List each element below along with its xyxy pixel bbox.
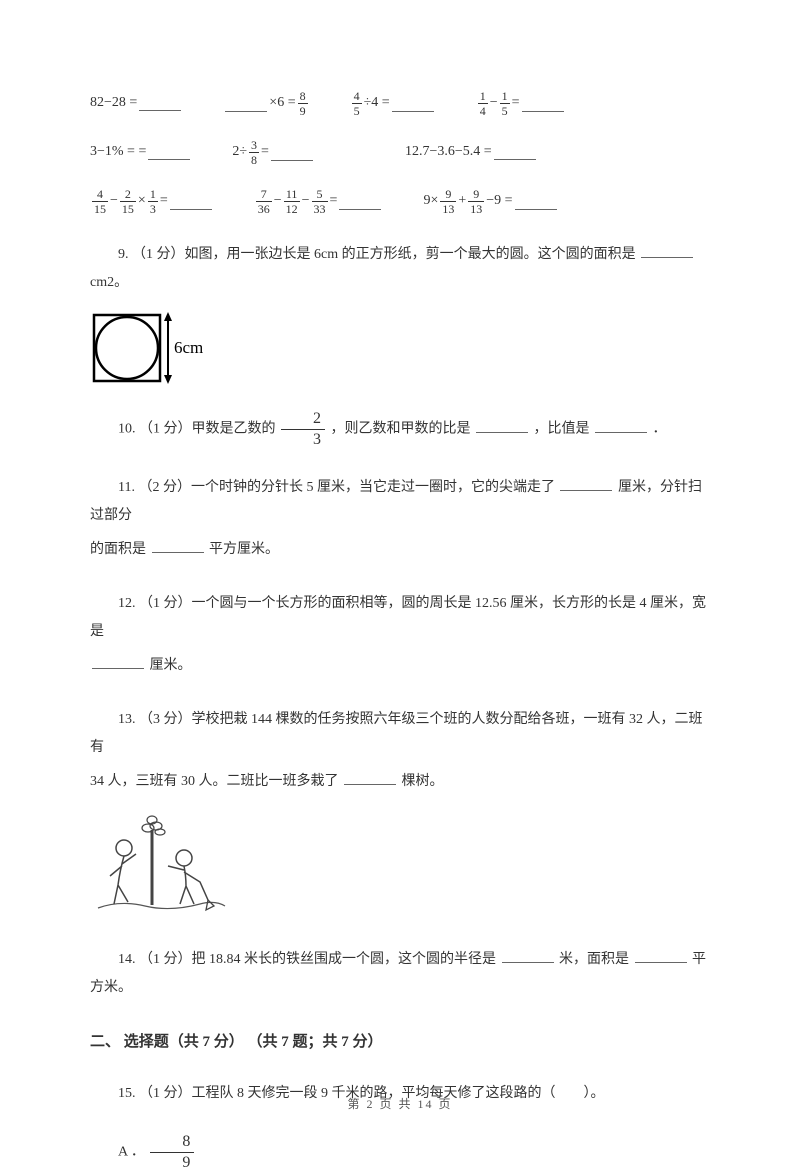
planting-tree-illustration <box>90 810 710 920</box>
question-13: 13. （3 分）学校把栽 144 棵数的任务按照六年级三个班的人数分配给各班，… <box>90 706 710 762</box>
q11-pre: 11. （2 分）一个时钟的分针长 5 厘米，当它走过一圈时，它的尖端走了 <box>118 480 555 495</box>
eq-8: 415 − 215 × 13 = <box>90 188 214 215</box>
q10-mid2: ，比值是 <box>534 422 590 437</box>
eq-text: ×6 = <box>269 92 295 114</box>
equation-row-3: 415 − 215 × 13 = 736 − 1112 − 533 = 9× 9… <box>90 188 710 215</box>
equation-row-2: 3−1% = = 2÷ 3 8 = 12.7−3.6−5.4 = <box>90 139 710 166</box>
fraction: 215 <box>120 188 136 215</box>
eq-10: 9× 913 + 913 −9 = <box>423 188 558 215</box>
q9-post: cm2。 <box>90 275 128 290</box>
eq-text: 12.7−3.6−5.4 = <box>405 141 492 163</box>
fraction: 1 5 <box>500 90 510 117</box>
question-10: 10. （1 分）甲数是乙数的 2 3 ，则乙数和甲数的比是 ，比值是 ． <box>90 411 710 448</box>
fraction: 8 9 <box>150 1134 194 1171</box>
fraction: 913 <box>440 188 456 215</box>
q12-pre: 12. （1 分）一个圆与一个长方形的面积相等，圆的周长是 12.56 厘米，长… <box>90 596 706 639</box>
fraction: 913 <box>468 188 484 215</box>
fraction: 1112 <box>284 188 300 215</box>
page-footer: 第 2 页 共 14 页 <box>0 1095 800 1114</box>
fraction: 533 <box>312 188 328 215</box>
q13-l2a: 34 人，三班有 30 人。二班比一班多栽了 <box>90 774 339 789</box>
blank <box>225 96 267 112</box>
q10-mid: ，则乙数和甲数的比是 <box>331 422 471 437</box>
q12-post: 厘米。 <box>150 658 192 673</box>
eq-text: = <box>160 190 168 212</box>
blank <box>515 194 557 210</box>
blank <box>635 947 687 963</box>
eq-text: − <box>274 190 282 212</box>
eq-text: ÷4 = <box>364 92 390 114</box>
q10-post: ． <box>653 422 667 437</box>
eq-6: 2÷ 3 8 = <box>232 139 315 166</box>
q14-mid: 米，面积是 <box>559 952 629 967</box>
eq-text: 82−28 = <box>90 92 137 114</box>
blank <box>92 653 144 669</box>
question-9: 9. （1 分）如图，用一张边长是 6cm 的正方形纸，剪一个最大的圆。这个圆的… <box>90 241 710 297</box>
eq-4: 1 4 − 1 5 = <box>476 90 566 117</box>
q13-l2b: 棵树。 <box>402 774 444 789</box>
question-12: 12. （1 分）一个圆与一个长方形的面积相等，圆的周长是 12.56 厘米，长… <box>90 590 710 646</box>
blank <box>271 145 313 161</box>
eq-text: − <box>490 92 498 114</box>
equation-row-1: 82−28 = ×6 = 8 9 4 5 ÷4 = 1 4 − 1 5 = <box>90 90 710 117</box>
q11-l2b: 平方厘米。 <box>209 542 279 557</box>
opt-a-label: A ． <box>118 1145 145 1160</box>
planting-svg <box>90 810 230 920</box>
eq-text: = <box>330 190 338 212</box>
question-11: 11. （2 分）一个时钟的分针长 5 厘米，当它走过一圈时，它的尖端走了 厘米… <box>90 474 710 530</box>
section-2-title: 二、 选择题（共 7 分） （共 7 题；共 7 分） <box>90 1030 710 1054</box>
question-12-cont: 厘米。 <box>90 652 710 680</box>
eq-text: = <box>512 92 520 114</box>
blank <box>392 96 434 112</box>
q13-pre: 13. （3 分）学校把栽 144 棵数的任务按照六年级三个班的人数分配给各班，… <box>90 712 703 755</box>
eq-text: × <box>138 190 146 212</box>
question-11-cont: 的面积是 平方厘米。 <box>90 536 710 564</box>
question-13-cont: 34 人，三班有 30 人。二班比一班多栽了 棵树。 <box>90 768 710 796</box>
blank <box>522 96 564 112</box>
eq-9: 736 − 1112 − 533 = <box>254 188 384 215</box>
blank <box>476 417 528 433</box>
blank <box>641 242 693 258</box>
question-15-option-a: A ． 8 9 <box>90 1134 710 1171</box>
eq-text: = <box>261 141 269 163</box>
question-14: 14. （1 分）把 18.84 米长的铁丝围成一个圆，这个圆的半径是 米，面积… <box>90 946 710 1002</box>
q9-pre: 9. （1 分）如图，用一张边长是 6cm 的正方形纸，剪一个最大的圆。这个圆的… <box>118 247 636 262</box>
eq-text: + <box>458 190 466 212</box>
eq-text: 3−1% = = <box>90 141 146 163</box>
fraction: 3 8 <box>249 139 259 166</box>
blank <box>502 947 554 963</box>
eq-7: 12.7−3.6−5.4 = <box>405 141 538 163</box>
eq-text: 2÷ <box>232 141 247 163</box>
eq-text: −9 = <box>486 190 512 212</box>
fraction: 2 3 <box>281 411 325 448</box>
fraction: 8 9 <box>298 90 308 117</box>
eq-1: 82−28 = <box>90 92 183 114</box>
eq-text: − <box>302 190 310 212</box>
blank <box>139 95 181 111</box>
blank <box>148 144 190 160</box>
blank <box>339 194 381 210</box>
blank <box>344 769 396 785</box>
blank <box>152 537 204 553</box>
fraction: 736 <box>256 188 272 215</box>
q10-pre: 10. （1 分）甲数是乙数的 <box>118 422 279 437</box>
fraction: 415 <box>92 188 108 215</box>
fraction: 1 4 <box>478 90 488 117</box>
square-circle-figure: 6cm <box>90 311 710 385</box>
blank <box>560 475 612 491</box>
eq-text: 9× <box>423 190 438 212</box>
fraction: 4 5 <box>352 90 362 117</box>
square-circle-svg: 6cm <box>90 311 210 385</box>
eq-3: 4 5 ÷4 = <box>350 90 436 117</box>
eq-text: − <box>110 190 118 212</box>
q14-pre: 14. （1 分）把 18.84 米长的铁丝围成一个圆，这个圆的半径是 <box>118 952 496 967</box>
blank <box>494 144 536 160</box>
eq-2: ×6 = 8 9 <box>223 90 309 117</box>
eq-5: 3−1% = = <box>90 141 192 163</box>
blank <box>170 194 212 210</box>
fraction: 13 <box>148 188 158 215</box>
dimension-label: 6cm <box>174 338 203 357</box>
blank <box>595 417 647 433</box>
q11-l2a: 的面积是 <box>90 542 146 557</box>
